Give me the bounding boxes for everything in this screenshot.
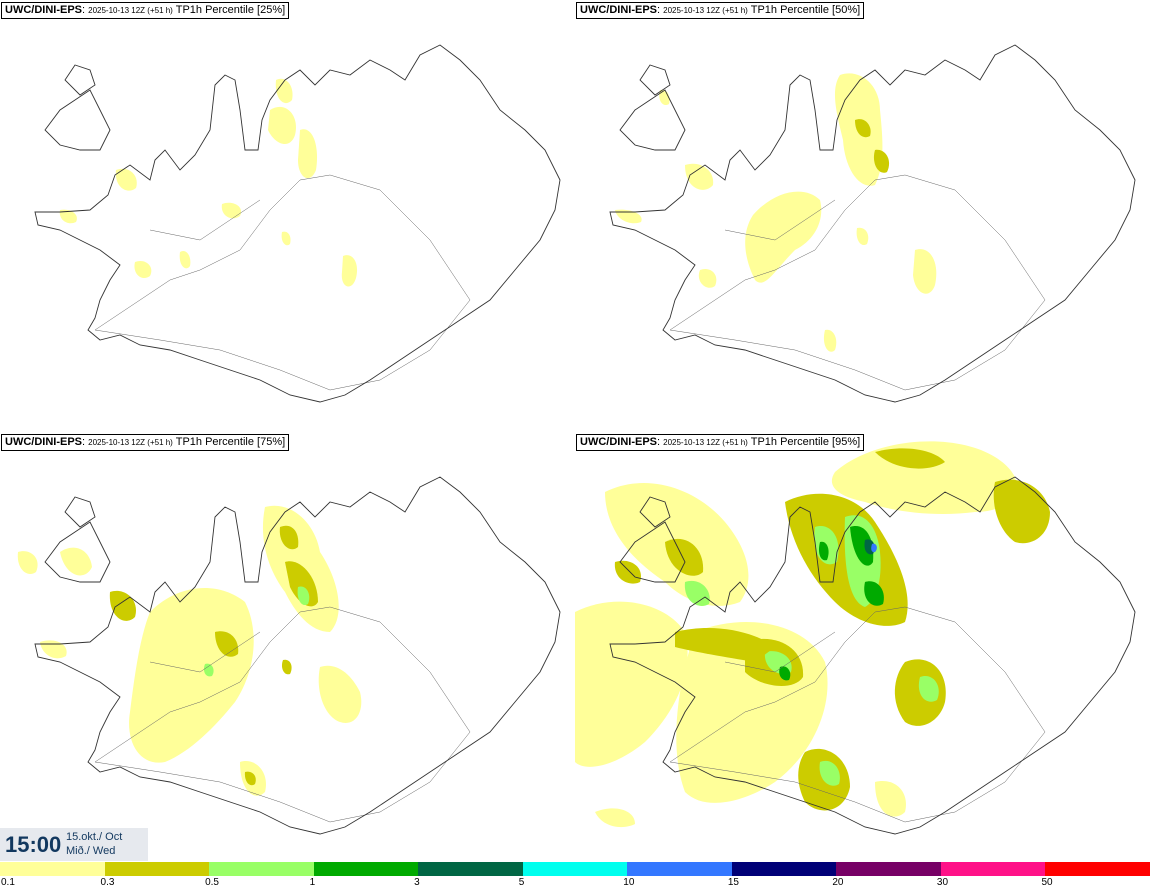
run-label: 2025-10-13 12Z (+51 h): [663, 6, 748, 15]
precip-map: [34, 44, 561, 403]
legend-tick-label: 15: [727, 877, 739, 888]
precip-map: [575, 441, 1136, 835]
legend-tick-label: 0.3: [100, 877, 115, 888]
run-label: 2025-10-13 12Z (+51 h): [663, 438, 748, 447]
legend-tick-label: 30: [936, 877, 949, 888]
legend-tick-label: 3: [414, 877, 420, 888]
legend-swatch: [627, 862, 732, 876]
product-label: TP1h Percentile [25%]: [175, 4, 286, 16]
run-label: 2025-10-13 12Z (+51 h): [88, 6, 173, 15]
legend-swatch: [418, 862, 523, 876]
model-label: UWC/DINI-EPS: [5, 436, 82, 448]
precip-field: [575, 441, 1050, 828]
map-panel-p25: UWC/DINI-EPS: 2025-10-13 12Z (+51 h) TP1…: [0, 0, 575, 427]
legend-tick-label: 10: [623, 877, 635, 888]
valid-time: 15:00: [5, 832, 62, 857]
model-label: UWC/DINI-EPS: [580, 4, 657, 16]
legend-swatch: [836, 862, 941, 876]
road-network: [94, 606, 471, 823]
road-network: [94, 174, 471, 391]
legend-swatch: [0, 862, 105, 876]
run-label: 2025-10-13 12Z (+51 h): [88, 438, 173, 447]
product-label: TP1h Percentile [50%]: [750, 4, 861, 16]
legend-tick-label: 5: [518, 877, 525, 888]
map-panel-p50: UWC/DINI-EPS: 2025-10-13 12Z (+51 h) TP1…: [575, 0, 1150, 427]
panel-title: UWC/DINI-EPS: 2025-10-13 12Z (+51 h) TP1…: [1, 2, 290, 19]
precip-map: [609, 44, 1136, 403]
legend-swatch: [731, 862, 837, 876]
model-label: UWC/DINI-EPS: [5, 4, 82, 16]
legend-ticks: 0.1 0.3 0.5 1 3 5 10 15 20 30 50: [0, 877, 1150, 890]
precip-field: [17, 505, 362, 796]
map-panel-p75: UWC/DINI-EPS: 2025-10-13 12Z (+51 h) TP1…: [0, 432, 575, 859]
iceland-coastline: [34, 476, 561, 835]
road-network: [669, 174, 1046, 391]
legend-swatch: [940, 862, 1046, 876]
legend-tick-label: 50: [1041, 877, 1053, 888]
legend-swatch: [522, 862, 628, 876]
panel-title: UWC/DINI-EPS: 2025-10-13 12Z (+51 h) TP1…: [1, 434, 290, 451]
iceland-coastline: [609, 476, 1136, 835]
product-label: TP1h Percentile [75%]: [175, 436, 286, 448]
precip-field: [615, 73, 937, 352]
valid-time-box: 15:00 15.okt./ Oct Mið./ Wed: [0, 828, 148, 861]
color-legend: [0, 862, 1150, 876]
model-label: UWC/DINI-EPS: [580, 436, 657, 448]
panel-title: UWC/DINI-EPS: 2025-10-13 12Z (+51 h) TP1…: [576, 434, 865, 451]
iceland-coastline: [34, 44, 561, 403]
precip-map: [17, 476, 561, 835]
product-label: TP1h Percentile [95%]: [750, 436, 861, 448]
road-network: [669, 606, 1046, 823]
panel-title: UWC/DINI-EPS: 2025-10-13 12Z (+51 h) TP1…: [576, 2, 865, 19]
legend-swatch: [313, 862, 419, 876]
legend-tick-label: 0.1: [1, 877, 15, 888]
valid-weekday: Mið./ Wed: [66, 845, 116, 857]
legend-tick-label: 1: [309, 877, 316, 888]
precip-field: [59, 78, 358, 287]
legend-swatch: [209, 862, 314, 876]
iceland-coastline: [609, 44, 1136, 403]
legend-tick-label: 20: [832, 877, 844, 888]
legend-swatch: [1045, 862, 1150, 876]
valid-date: 15.okt./ Oct: [66, 831, 123, 843]
legend-tick-label: 0.5: [205, 877, 219, 888]
map-panel-p95: UWC/DINI-EPS: 2025-10-13 12Z (+51 h) TP1…: [575, 432, 1150, 859]
legend-swatch: [104, 862, 210, 876]
